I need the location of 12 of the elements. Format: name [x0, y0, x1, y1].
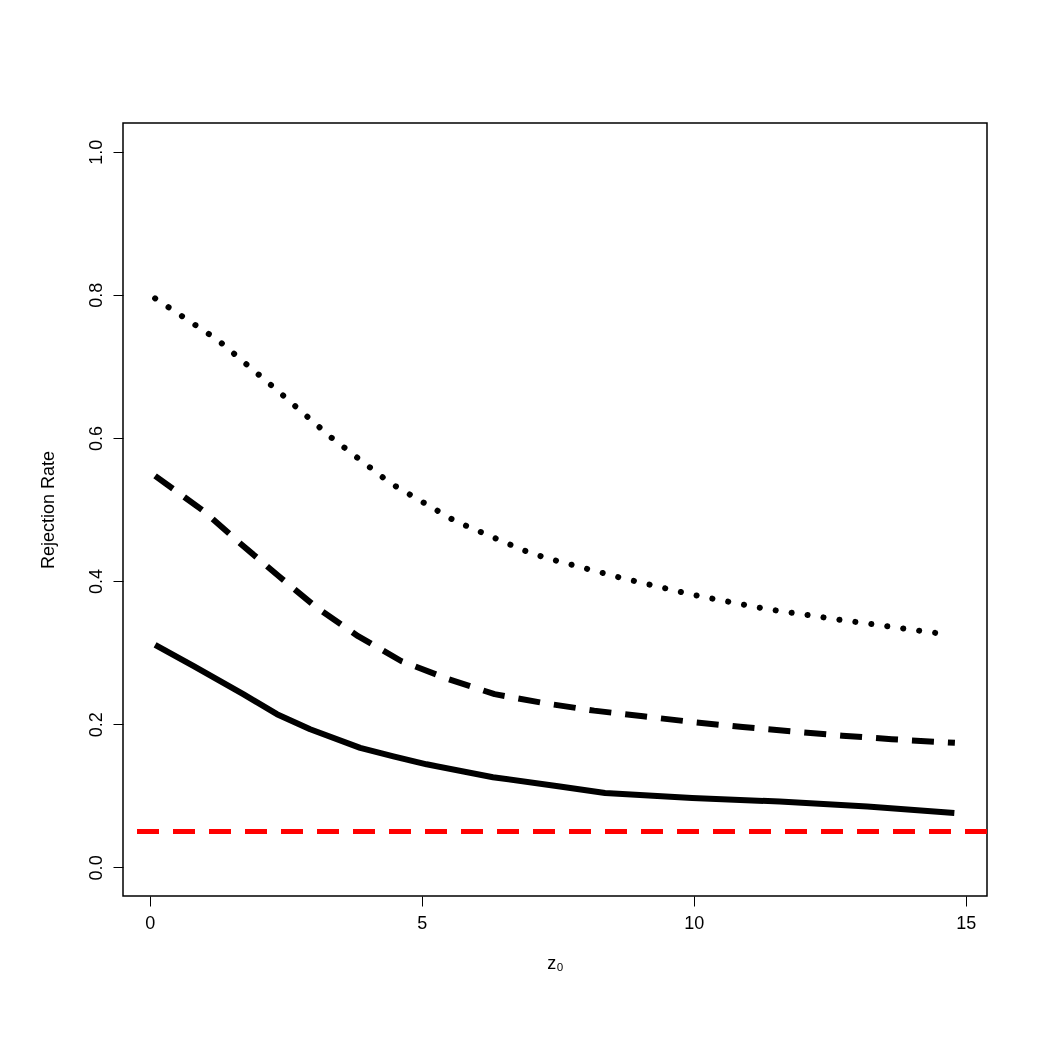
- y-tick-label: 0.6: [85, 425, 106, 451]
- x-tick-label: 10: [684, 912, 705, 933]
- x-axis-title: z₀: [547, 952, 564, 973]
- y-tick-label: 0.4: [85, 569, 106, 595]
- y-axis-title: Rejection Rate: [37, 450, 58, 570]
- x-tick-label: 5: [417, 912, 428, 933]
- y-tick-label: 1.0: [85, 139, 106, 165]
- x-tick-label: 0: [145, 912, 156, 933]
- y-tick-label: 0.2: [85, 712, 106, 738]
- y-tick-label: 0.8: [85, 282, 106, 308]
- x-tick-label: 15: [956, 912, 977, 933]
- y-tick-label: 0.0: [85, 855, 106, 881]
